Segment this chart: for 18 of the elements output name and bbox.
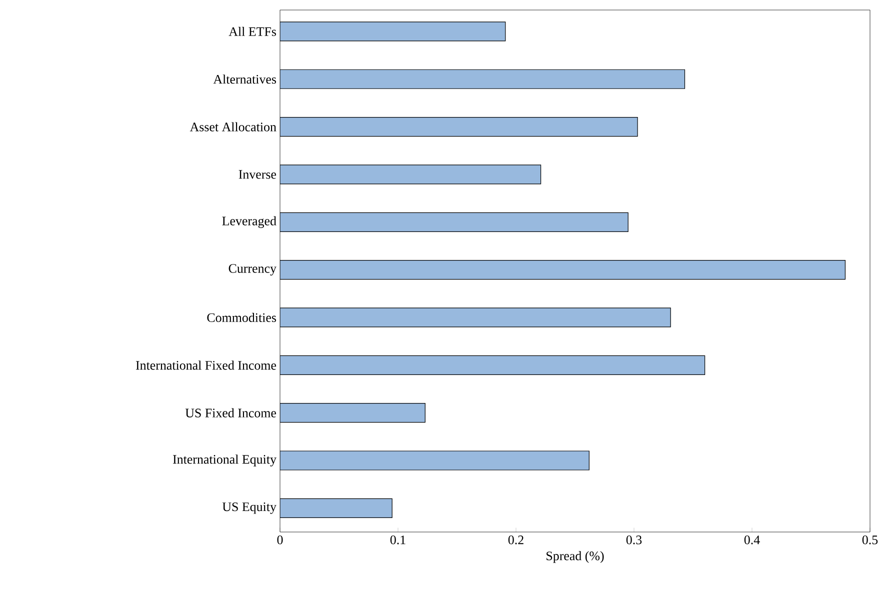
x-tick-label: 0.3 bbox=[626, 536, 642, 544]
y-tick-label: Asset Allocation bbox=[190, 122, 276, 132]
x-tick-label: 0 bbox=[277, 536, 283, 544]
y-tick-label: All ETFs bbox=[228, 26, 276, 36]
y-tick-label: International Equity bbox=[173, 454, 276, 466]
y-tick-label: Inverse bbox=[238, 170, 276, 179]
x-axis-title: Spread (%) bbox=[546, 551, 604, 563]
y-tick-label: US Equity bbox=[222, 502, 276, 514]
y-tick-label: Currency bbox=[228, 264, 276, 276]
y-tick-label: International Fixed Income bbox=[136, 360, 276, 370]
x-tick-label: 0.2 bbox=[508, 536, 524, 544]
y-tick-label: Commodities bbox=[207, 312, 276, 322]
x-tick-label: 0.5 bbox=[862, 536, 878, 544]
x-tick-label: 0.4 bbox=[744, 536, 760, 544]
y-tick-label: Alternatives bbox=[213, 74, 276, 84]
y-tick-label: US Fixed Income bbox=[185, 408, 276, 418]
y-tick-label: Leveraged bbox=[222, 216, 276, 228]
x-tick-label: 0.1 bbox=[390, 536, 406, 544]
